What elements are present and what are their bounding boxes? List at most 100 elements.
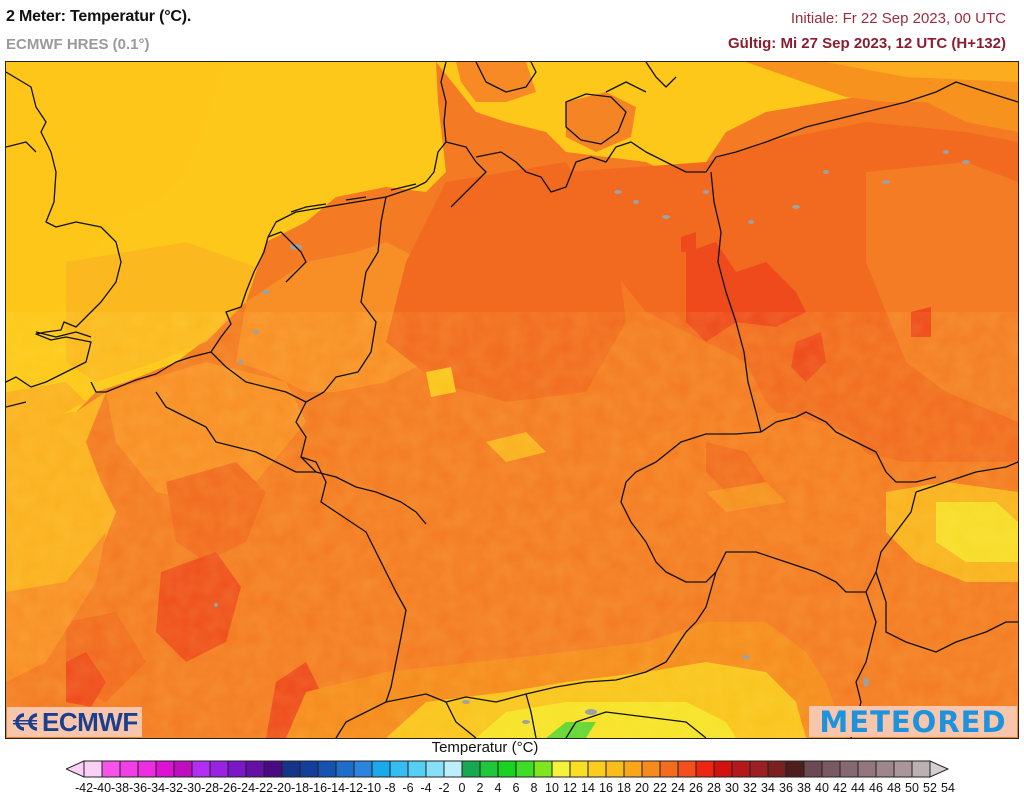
legend-tick-label: 50: [905, 781, 919, 795]
legend-tick-label: 52: [923, 781, 937, 795]
legend-swatch: [713, 760, 733, 778]
legend-tick-label: 0: [458, 781, 466, 795]
legend-swatch: [137, 760, 157, 778]
legend-tick-label: -6: [402, 781, 414, 795]
legend-tick-label: -14: [326, 781, 346, 795]
legend-swatch: [443, 760, 463, 778]
legend-swatch: [515, 760, 535, 778]
legend-max-arrow: [929, 760, 950, 778]
legend-title: Temperatur (°C): [431, 739, 539, 756]
legend-swatch: [659, 760, 679, 778]
legend-tick-label: 2: [476, 781, 484, 795]
legend-tick-label: 40: [815, 781, 829, 795]
legend-tick-label: 22: [653, 781, 667, 795]
legend-swatch: [497, 760, 517, 778]
legend-swatch: [299, 760, 319, 778]
legend-swatch: [173, 760, 193, 778]
legend-tick-label: -18: [290, 781, 310, 795]
legend-swatch: [875, 760, 895, 778]
legend-tick-label: -42: [74, 781, 94, 795]
legend-swatch: [209, 760, 229, 778]
legend-swatch: [533, 760, 553, 778]
legend-swatch: [389, 760, 409, 778]
legend-tick-label: 16: [599, 781, 613, 795]
legend-tick-label: -40: [92, 781, 112, 795]
legend-swatch: [119, 760, 139, 778]
legend-swatch: [821, 760, 841, 778]
ecmwf-emblem-icon: [13, 713, 38, 731]
legend-tick-label: -24: [236, 781, 256, 795]
legend-tick-label: 24: [671, 781, 685, 795]
valid-time: Gültig: Mi 27 Sep 2023, 12 UTC (H+132): [727, 35, 1006, 52]
legend-tick-label: -26: [218, 781, 238, 795]
legend-tick-label: 36: [779, 781, 793, 795]
legend-swatch: [245, 760, 265, 778]
temperature-map[interactable]: [5, 61, 1019, 739]
legend-tick-label: 38: [797, 781, 811, 795]
legend-tick-label: 8: [530, 781, 538, 795]
legend-tick-label: 6: [512, 781, 520, 795]
legend-swatch: [785, 760, 805, 778]
legend-swatch: [893, 760, 913, 778]
legend-swatch: [551, 760, 571, 778]
legend-tick-label: -20: [272, 781, 292, 795]
legend-labels: -42 -40 -38 -36 -34 -32 -30 -28 -26 -24 -22 -20 -18-…: [0, 781, 1024, 799]
legend-tick-label: -10: [362, 781, 382, 795]
legend-swatch: [641, 760, 661, 778]
legend-tick-label: 34: [761, 781, 775, 795]
legend-tick-label: -34: [146, 781, 166, 795]
legend-tick-label: 26: [689, 781, 703, 795]
legend-swatch: [407, 760, 427, 778]
legend-swatch: [605, 760, 625, 778]
legend-swatch: [281, 760, 301, 778]
meteored-logo-text: METEORED: [819, 704, 1007, 739]
legend-swatch: [911, 760, 931, 778]
legend-swatch: [461, 760, 481, 778]
legend-swatch: [857, 760, 877, 778]
legend-tick-label: 18: [617, 781, 631, 795]
legend-tick-label: 48: [887, 781, 901, 795]
legend-swatch: [839, 760, 859, 778]
legend-swatch: [335, 760, 355, 778]
chart-title: 2 Meter: Temperatur (°C).: [6, 8, 192, 25]
model-label: ECMWF HRES (0.1°): [6, 36, 150, 53]
legend-tick-label: -16: [308, 781, 328, 795]
ecmwf-logo-text: ECMWF: [42, 706, 138, 737]
legend-swatch: [479, 760, 499, 778]
legend-tick-label: 28: [707, 781, 721, 795]
legend-tick-label: 32: [743, 781, 757, 795]
legend-swatch: [695, 760, 715, 778]
map-canvas: [6, 62, 1018, 738]
legend-swatch: [101, 760, 121, 778]
legend-tick-label: -36: [128, 781, 148, 795]
legend-tick-label: -8: [384, 781, 396, 795]
legend-swatch: [155, 760, 175, 778]
init-time: Initiale: Fr 22 Sep 2023, 00 UTC: [790, 10, 1006, 27]
color-legend: [66, 759, 970, 779]
legend-swatch: [263, 760, 283, 778]
legend-tick-label: 12: [563, 781, 577, 795]
legend-tick-label: -28: [200, 781, 220, 795]
legend-tick-label: -30: [182, 781, 202, 795]
legend-tick-label: -32: [164, 781, 184, 795]
legend-swatch: [353, 760, 373, 778]
legend-tick-label: 14: [581, 781, 595, 795]
legend-swatch: [227, 760, 247, 778]
legend-min-arrow: [66, 760, 85, 778]
legend-swatch: [731, 760, 751, 778]
legend-swatch: [767, 760, 787, 778]
legend-swatch: [587, 760, 607, 778]
meteored-logo: METEORED: [809, 704, 1017, 739]
legend-tick-label: 10: [545, 781, 559, 795]
legend-tick-label: 46: [869, 781, 883, 795]
lakes: [214, 150, 970, 724]
legend-swatch: [677, 760, 697, 778]
legend-tick-label: 44: [851, 781, 865, 795]
legend-swatch: [749, 760, 769, 778]
legend-tick-label: -38: [110, 781, 130, 795]
legend-swatch: [569, 760, 589, 778]
legend-tick-label: -2: [438, 781, 450, 795]
legend-tick-label: -4: [420, 781, 432, 795]
legend-swatch: [191, 760, 211, 778]
legend-tick-label: 20: [635, 781, 649, 795]
